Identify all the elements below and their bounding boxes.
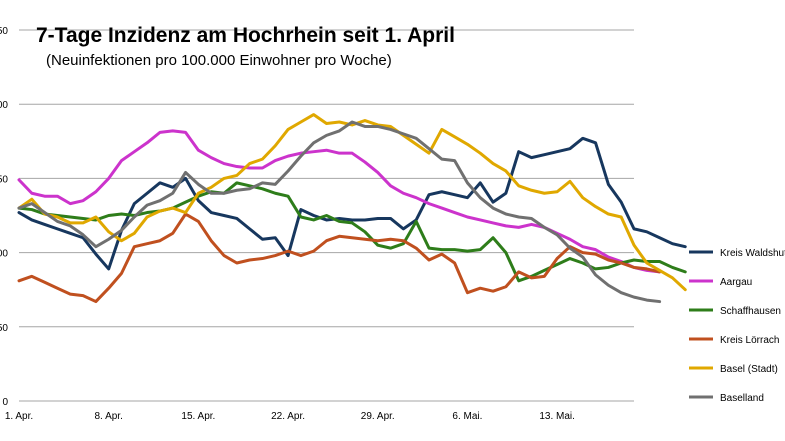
legend-label: Aargau [720,277,752,288]
y-tick-label: 0 [2,397,8,408]
series-line-baselland [17,120,662,304]
y-tick-label: 50 [0,323,8,334]
y-tick-label: 100 [0,249,8,260]
x-tick-label: 13. Mai. [539,411,575,422]
chart-subtitle: (Neuinfektionen pro 100.000 Einwohner pr… [46,52,392,69]
series-line-kreis-l-rrach [17,212,662,304]
legend-label: Kreis Waldshut [720,248,785,259]
x-tick-label: 6. Mai. [452,411,482,422]
y-tick-label: 250 [0,26,8,37]
series-lines [17,113,687,304]
y-axis-ticks: 0 50 100 150 200 250 [0,26,8,408]
series-line-schaffhausen [17,181,687,283]
x-tick-label: 1. Apr. [5,411,33,422]
legend: Kreis Waldshut Aargau Schaffhausen Kreis Lö… [689,248,785,404]
legend-label: Kreis Lörrach [720,335,779,346]
series-line-kreis-waldshut [17,136,687,271]
gridlines [19,29,634,402]
x-tick-label: 22. Apr. [271,411,305,422]
legend-label: Baselland [720,393,764,404]
x-tick-label: 15. Apr. [181,411,215,422]
series-line-basel-stadt [17,113,687,292]
legend-label: Schaffhausen [720,306,781,317]
chart-title: 7-Tage Inzidenz am Hochrhein seit 1. Apr… [36,24,455,47]
y-tick-label: 150 [0,174,8,185]
legend-label: Basel (Stadt) [720,364,778,375]
x-axis-ticks: 1. Apr. 8. Apr. 15. Apr. 22. Apr. 29. Apr. 6.… [5,411,575,422]
y-tick-label: 200 [0,100,8,111]
x-tick-label: 29. Apr. [361,411,395,422]
x-tick-label: 8. Apr. [95,411,123,422]
